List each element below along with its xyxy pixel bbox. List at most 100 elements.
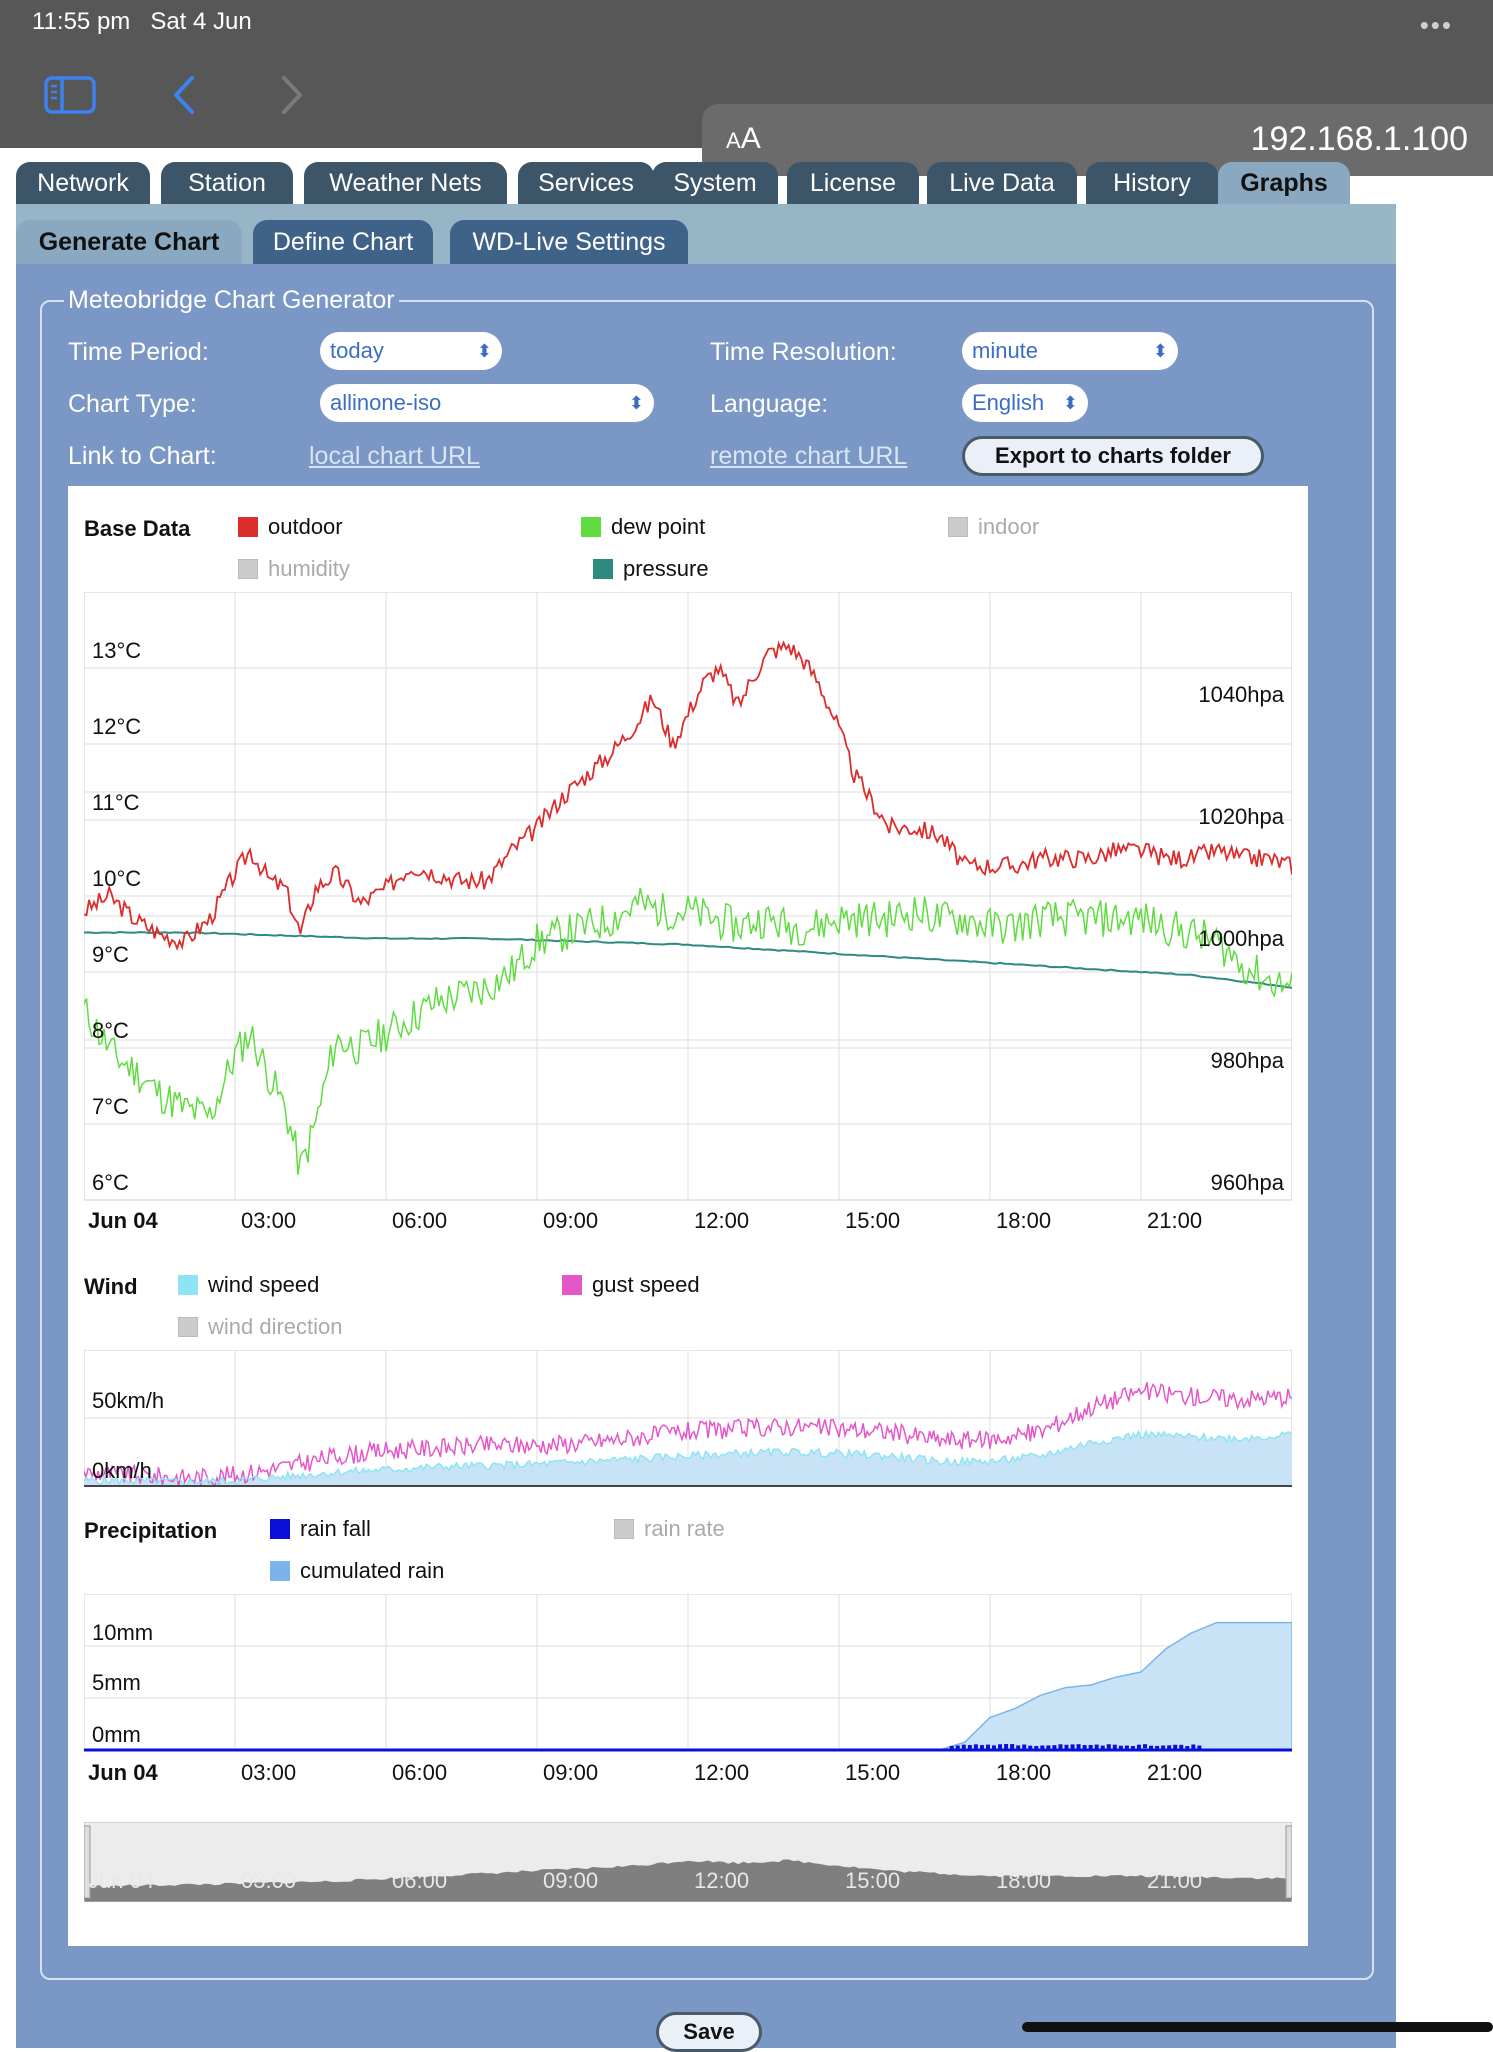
x-axis-label: Jun 04 [88, 1760, 158, 1784]
x-axis-label: 12:00 [694, 1208, 749, 1232]
x-axis-label: 12:00 [694, 1760, 749, 1784]
tab-history[interactable]: History [1086, 162, 1218, 204]
select-chevron-icon: ⬍ [477, 332, 492, 370]
y-axis-label: 0km/h [92, 1458, 152, 1483]
x-axis-label: 18:00 [996, 1760, 1051, 1784]
rain-fall-swatch [270, 1519, 290, 1539]
subtab-generate-chart[interactable]: Generate Chart [16, 220, 242, 264]
legend-cumulated-rain[interactable]: cumulated rain [270, 1558, 444, 1584]
x-axis-label: 15:00 [845, 1208, 900, 1232]
disabled-x-icon [948, 517, 968, 537]
chart-type-label: Chart Type: [68, 390, 197, 419]
time-period-label: Time Period: [68, 338, 209, 367]
select-chevron-icon: ⬍ [1153, 332, 1168, 370]
time-resolution-label: Time Resolution: [710, 338, 897, 367]
outdoor-swatch [238, 517, 258, 537]
tab-system[interactable]: System [652, 162, 778, 204]
legend-wind-direction[interactable]: wind direction [178, 1314, 343, 1340]
precipitation-title: Precipitation [84, 1518, 217, 1544]
rain-fall-bar [1010, 1744, 1014, 1749]
y-axis-label: 11°C [92, 790, 140, 815]
time-resolution-select[interactable]: minute ⬍ [962, 332, 1178, 370]
multitasking-dots-icon[interactable]: ••• [1420, 10, 1453, 41]
legend-gust-speed[interactable]: gust speed [562, 1272, 700, 1298]
rain-fall-bar [1143, 1744, 1147, 1748]
tab-network[interactable]: Network [16, 162, 150, 204]
time-period-select[interactable]: today ⬍ [320, 332, 502, 370]
select-chevron-icon: ⬍ [1063, 384, 1078, 422]
y-axis-label: 7°C [92, 1094, 129, 1119]
y-axis-label: 12°C [92, 714, 141, 739]
status-bar: 11:55 pm Sat 4 Jun ••• [0, 0, 1493, 48]
y-axis-label: 9°C [92, 942, 129, 967]
legend-rain-rate[interactable]: rain rate [614, 1516, 725, 1542]
navigator-x-label: 21:00 [1147, 1868, 1202, 1893]
rain-fall-bar [1077, 1744, 1081, 1749]
overview-navigator[interactable]: Jun 04 03:00 06:00 09:00 12:00 15:00 18:00 21:0… [84, 1822, 1292, 1902]
reader-text-size-button[interactable]: AA [726, 122, 761, 156]
tab-services[interactable]: Services [518, 162, 654, 204]
chart-type-select[interactable]: allinone-iso ⬍ [320, 384, 654, 422]
legend-rain-fall[interactable]: rain fall [270, 1516, 371, 1542]
x-axis-label: 18:00 [996, 1208, 1051, 1232]
navigator-x-label: 06:00 [392, 1868, 447, 1893]
save-button[interactable]: Save [656, 2012, 762, 2052]
tab-weather-nets[interactable]: Weather Nets [304, 162, 507, 204]
x-axis-label: 15:00 [845, 1760, 900, 1784]
y-axis-label: 10mm [92, 1620, 153, 1645]
export-to-charts-button[interactable]: Export to charts folder [962, 436, 1264, 476]
x-axis-label: 09:00 [543, 1760, 598, 1784]
tab-graphs[interactable]: Graphs [1218, 162, 1350, 204]
x-axis-label: 03:00 [241, 1208, 296, 1232]
rain-fall-bar [1022, 1745, 1026, 1750]
navigator-x-label: 09:00 [543, 1868, 598, 1893]
tab-license[interactable]: License [787, 162, 919, 204]
forward-icon[interactable] [264, 70, 320, 120]
x-axis-label: Jun 04 [88, 1208, 158, 1232]
legend-wind-speed[interactable]: wind speed [178, 1272, 319, 1298]
y-axis-label: 10°C [92, 866, 141, 891]
x-axis-label: 21:00 [1147, 1208, 1202, 1232]
fieldset-legend: Meteobridge Chart Generator [64, 286, 399, 315]
select-chevron-icon: ⬍ [629, 384, 644, 422]
remote-chart-url-link[interactable]: remote chart URL [710, 442, 907, 471]
disabled-x-icon [614, 1519, 634, 1539]
back-icon[interactable] [160, 70, 216, 120]
rain-fall-bar [1179, 1745, 1183, 1749]
navigator-x-label: 03:00 [241, 1868, 296, 1893]
rain-fall-bar [1173, 1745, 1177, 1749]
y-axis-label: 0mm [92, 1722, 141, 1747]
legend-indoor[interactable]: indoor [948, 514, 1039, 540]
tab-station[interactable]: Station [161, 162, 293, 204]
x-axis-label: 06:00 [392, 1208, 447, 1232]
language-value: English [972, 390, 1044, 415]
disabled-x-icon [238, 559, 258, 579]
subtab-define-chart[interactable]: Define Chart [253, 220, 433, 264]
rain-fall-bar [1107, 1744, 1111, 1748]
legend-pressure[interactable]: pressure [593, 556, 709, 582]
status-date: Sat 4 Jun [150, 8, 251, 35]
base-data-plot: 13°C12°C11°C10°C9°C8°C7°C6°C1040hpa1020h… [84, 592, 1292, 1232]
wind-plot: 50km/h 0km/h [84, 1350, 1292, 1488]
legend-humidity[interactable]: humidity [238, 556, 350, 582]
y-axis-label: 50km/h [92, 1388, 164, 1413]
y2-axis-label: 960hpa [1211, 1170, 1285, 1195]
chart-type-value: allinone-iso [330, 390, 441, 415]
time-resolution-value: minute [972, 338, 1038, 363]
tab-live-data[interactable]: Live Data [927, 162, 1077, 204]
y2-axis-label: 980hpa [1211, 1048, 1285, 1073]
legend-outdoor[interactable]: outdoor [238, 514, 343, 540]
x-axis-label: 21:00 [1147, 1760, 1202, 1784]
precipitation-plot: 10mm 5mm 0mm Jun 04 03:00 06:00 09:00 12:00 15:0… [84, 1594, 1292, 1784]
local-chart-url-link[interactable]: local chart URL [309, 442, 480, 471]
legend-dew-point[interactable]: dew point [581, 514, 705, 540]
navigator-x-label: Jun 04 [88, 1868, 154, 1893]
url-text: 192.168.1.100 [1251, 120, 1468, 159]
sidebar-icon[interactable] [42, 70, 98, 120]
wind-title: Wind [84, 1274, 138, 1300]
chart-image: Base Data outdoor dew point indoor humid… [68, 486, 1308, 1946]
disabled-x-icon [178, 1317, 198, 1337]
subtab-wd-live-settings[interactable]: WD-Live Settings [450, 220, 688, 264]
language-select[interactable]: English ⬍ [962, 384, 1088, 422]
x-axis-label: 09:00 [543, 1208, 598, 1232]
